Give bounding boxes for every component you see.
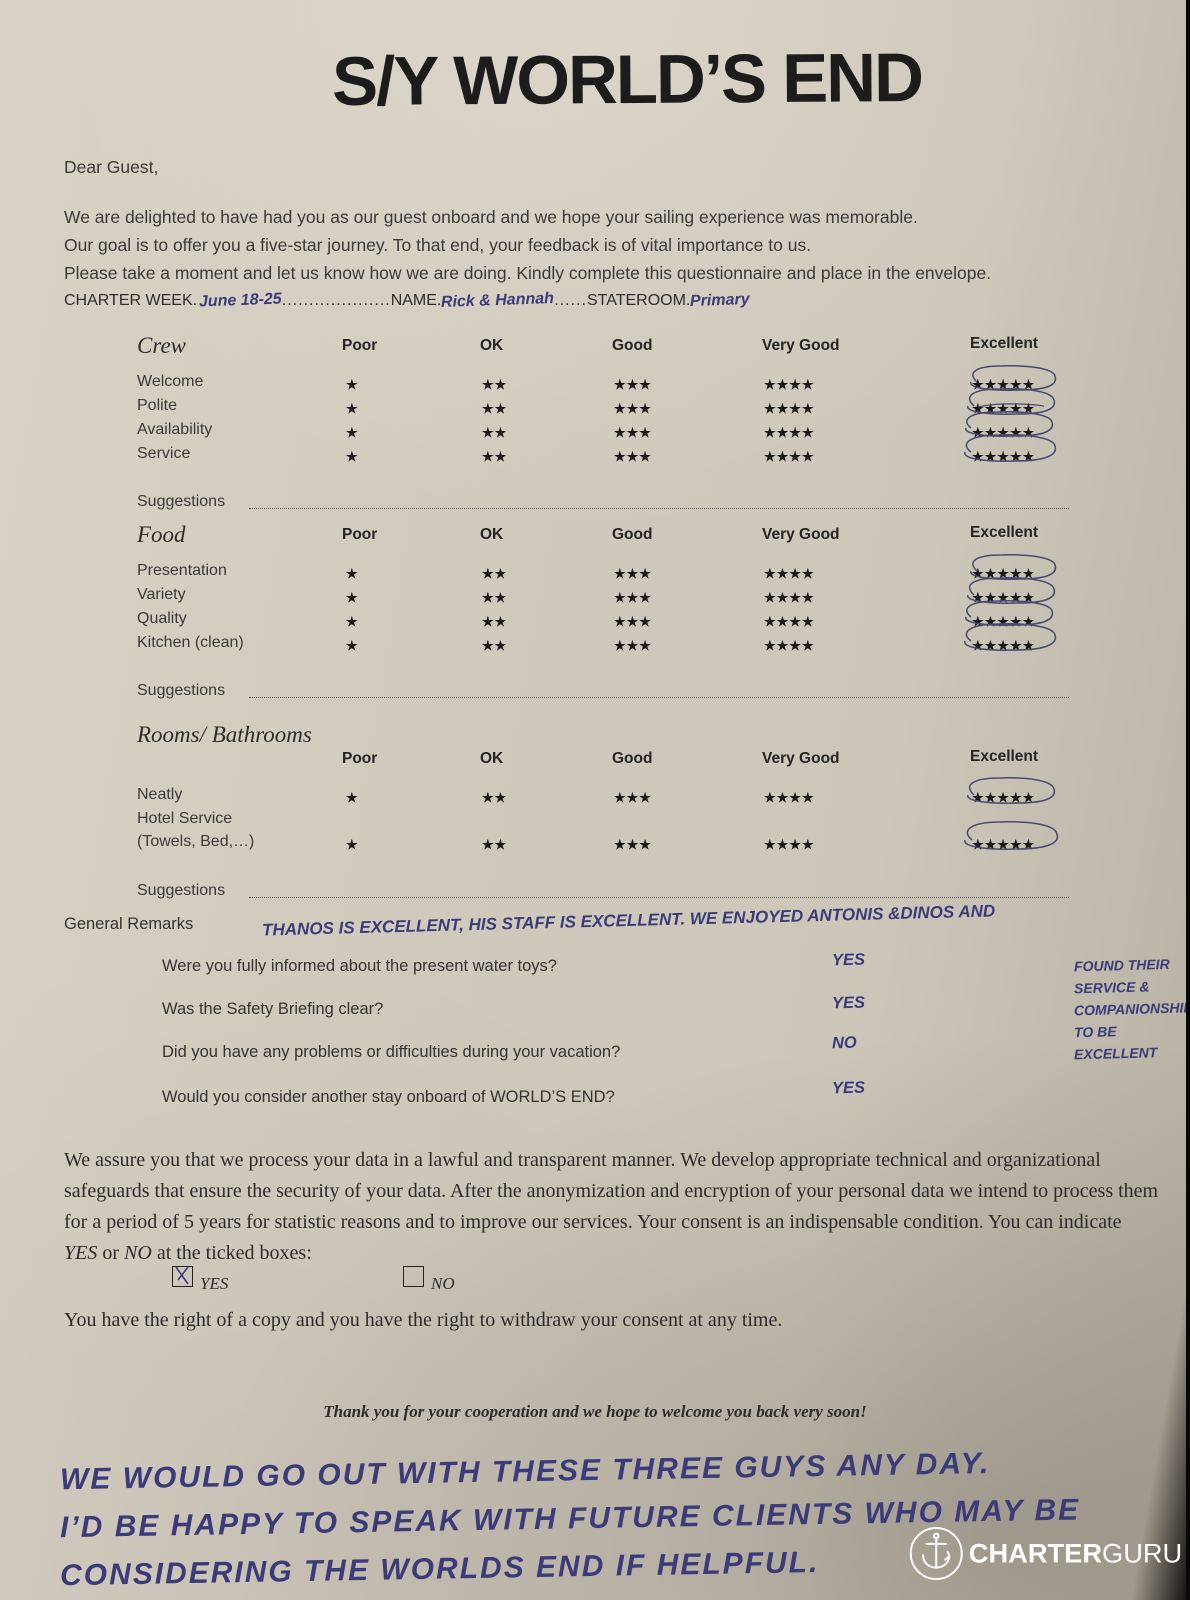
svg-text:CHARTERGURU: CHARTERGURU <box>969 1537 1182 1568</box>
